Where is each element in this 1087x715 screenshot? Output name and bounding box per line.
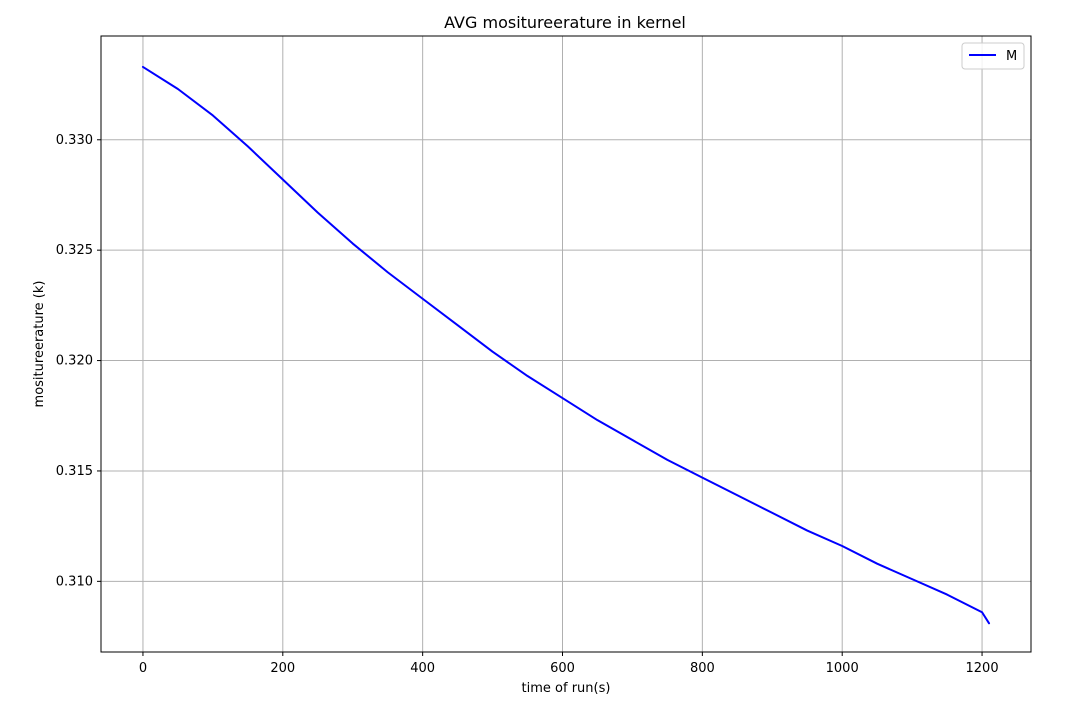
x-axis-label: time of run(s) [522, 681, 611, 696]
y-tick-label: 0.310 [56, 574, 93, 589]
series-layer [141, 65, 991, 625]
y-axis-ticks: 0.310 0.315 0.320 0.325 0.330 [56, 133, 101, 589]
y-axis-label: mositureerature (k) [32, 281, 47, 408]
grid-lines [101, 36, 1031, 652]
series-line-m [141, 65, 991, 625]
x-tick-label: 400 [410, 661, 435, 676]
x-tick-label: 1200 [966, 661, 999, 676]
legend: M [961, 42, 1025, 70]
legend-label-m: M [1006, 49, 1017, 64]
chart-title: AVG mositureerature in kernel [444, 13, 686, 32]
x-tick-label: 600 [550, 661, 575, 676]
plot-frame [100, 35, 1032, 653]
x-tick-label: 800 [690, 661, 715, 676]
x-tick-label: 0 [139, 661, 147, 676]
y-tick-label: 0.325 [56, 243, 93, 258]
y-tick-label: 0.330 [56, 133, 93, 148]
y-tick-label: 0.315 [56, 464, 93, 479]
y-tick-label: 0.320 [56, 354, 93, 369]
x-tick-label: 1000 [826, 661, 859, 676]
x-tick-label: 200 [270, 661, 295, 676]
x-axis-ticks: 0 200 400 600 800 1000 1200 [139, 652, 999, 676]
